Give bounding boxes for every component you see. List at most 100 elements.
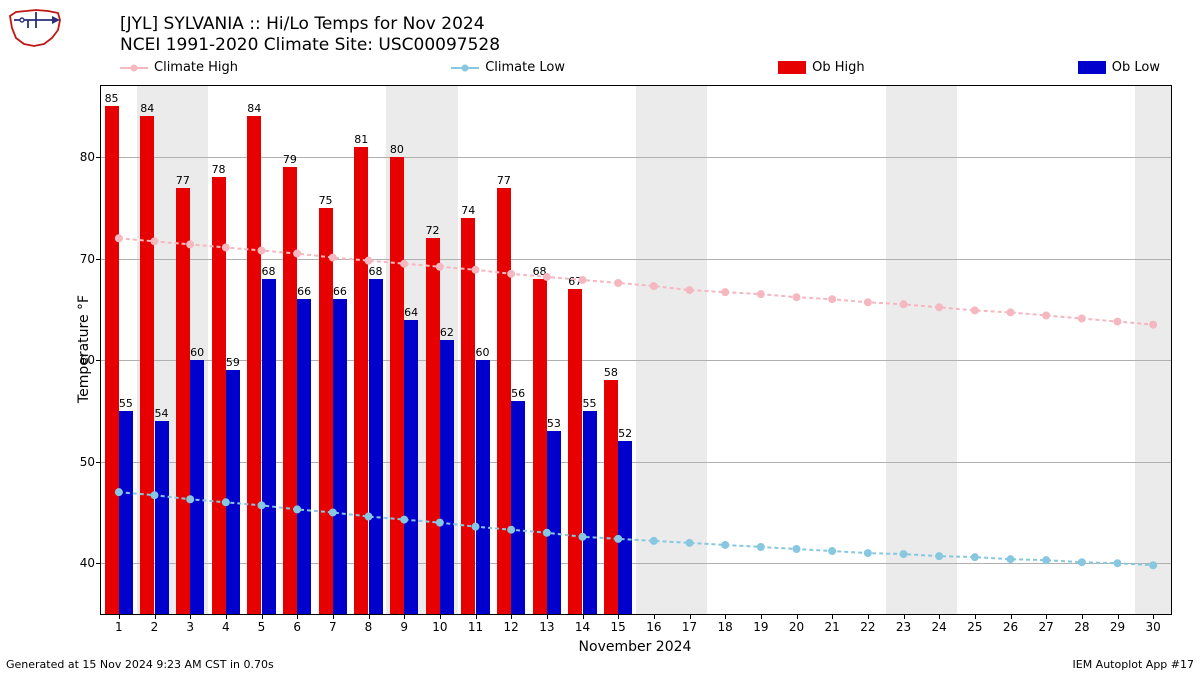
ob-low-bar	[333, 299, 347, 614]
ob-high-bar	[283, 167, 297, 614]
x-tick-label: 25	[967, 620, 982, 634]
ob-high-bar	[426, 238, 440, 614]
bar-value-label: 84	[140, 102, 154, 115]
ob-low-bar	[190, 360, 204, 614]
x-tick-label: 7	[329, 620, 337, 634]
ob-low-bar	[440, 340, 454, 614]
x-tick-label: 29	[1110, 620, 1125, 634]
x-tick-label: 24	[932, 620, 947, 634]
x-tick-label: 28	[1074, 620, 1089, 634]
bar-value-label: 68	[533, 265, 547, 278]
bar-value-label: 81	[354, 133, 368, 146]
weekend-band	[886, 86, 957, 614]
bar-value-label: 80	[390, 143, 404, 156]
y-gridline	[101, 157, 1171, 158]
x-tick-label: 20	[789, 620, 804, 634]
y-tick-label: 50	[80, 455, 95, 469]
climate-high-marker	[1007, 308, 1015, 316]
ob-low-bar	[119, 411, 133, 614]
bar-value-label: 66	[333, 285, 347, 298]
legend-label: Ob High	[812, 60, 865, 75]
legend: Climate High Climate Low Ob High Ob Low	[120, 60, 1160, 75]
climate-high-marker	[864, 298, 872, 306]
climate-high-marker	[828, 295, 836, 303]
bar-value-label: 56	[511, 387, 525, 400]
bar-value-label: 68	[369, 265, 383, 278]
y-axis-label: Temperature °F	[76, 295, 92, 403]
ob-low-bar	[262, 279, 276, 614]
climate-low-marker	[864, 549, 872, 557]
bar-value-label: 66	[297, 285, 311, 298]
legend-climate-low: Climate Low	[451, 60, 565, 75]
x-tick-label: 8	[365, 620, 373, 634]
ob-low-bar	[297, 299, 311, 614]
x-tick-label: 12	[504, 620, 519, 634]
bar-value-label: 54	[155, 407, 169, 420]
x-tick-label: 11	[468, 620, 483, 634]
bar-value-label: 55	[119, 397, 133, 410]
ob-high-bar	[176, 188, 190, 614]
x-tick-label: 9	[400, 620, 408, 634]
ob-high-bar	[533, 279, 547, 614]
climate-high-marker	[1042, 311, 1050, 319]
climate-high-marker	[1078, 315, 1086, 323]
iem-logo	[6, 6, 64, 52]
bar-value-label: 67	[568, 275, 582, 288]
y-tick-label: 80	[80, 150, 95, 164]
climate-high-marker	[1114, 318, 1122, 326]
bar-value-label: 64	[404, 306, 418, 319]
bar-value-label: 72	[426, 224, 440, 237]
legend-line-icon	[451, 67, 479, 69]
climate-low-marker	[971, 553, 979, 561]
ob-high-bar	[212, 177, 226, 614]
ob-high-bar	[390, 157, 404, 614]
bar-value-label: 55	[583, 397, 597, 410]
bar-value-label: 84	[247, 102, 261, 115]
x-tick-label: 18	[718, 620, 733, 634]
climate-low-marker	[721, 541, 729, 549]
bar-value-label: 60	[190, 346, 204, 359]
legend-swatch-icon	[1078, 61, 1106, 74]
x-tick-label: 10	[432, 620, 447, 634]
ob-low-bar	[511, 401, 525, 614]
ob-low-bar	[369, 279, 383, 614]
bar-value-label: 74	[461, 204, 475, 217]
footer-generated: Generated at 15 Nov 2024 9:23 AM CST in …	[6, 658, 274, 671]
ob-low-bar	[583, 411, 597, 614]
bar-value-label: 77	[176, 174, 190, 187]
climate-low-marker	[793, 545, 801, 553]
x-tick-label: 23	[896, 620, 911, 634]
x-tick-label: 4	[222, 620, 230, 634]
ob-low-bar	[404, 320, 418, 614]
bar-value-label: 68	[262, 265, 276, 278]
ob-high-bar	[140, 116, 154, 614]
chart-title: [JYL] SYLVANIA :: Hi/Lo Temps for Nov 20…	[120, 14, 500, 57]
legend-label: Ob Low	[1112, 60, 1160, 75]
bar-value-label: 52	[618, 427, 632, 440]
x-tick-label: 16	[646, 620, 661, 634]
x-tick-label: 2	[151, 620, 159, 634]
legend-ob-low: Ob Low	[1078, 60, 1160, 75]
x-tick-label: 19	[753, 620, 768, 634]
climate-low-marker	[1007, 555, 1015, 563]
bar-value-label: 62	[440, 326, 454, 339]
bar-value-label: 78	[212, 163, 226, 176]
x-tick-label: 27	[1039, 620, 1054, 634]
legend-label: Climate High	[154, 60, 238, 75]
climate-high-marker	[614, 279, 622, 287]
x-tick-label: 26	[1003, 620, 1018, 634]
ob-high-bar	[461, 218, 475, 614]
ob-low-bar	[618, 441, 632, 614]
y-tick-label: 70	[80, 252, 95, 266]
plot-area: 4050607080123456789101112131415161718192…	[100, 85, 1172, 615]
x-axis-label: November 2024	[100, 639, 1170, 655]
ob-low-bar	[547, 431, 561, 614]
x-tick-label: 6	[293, 620, 301, 634]
ob-high-bar	[247, 116, 261, 614]
climate-low-marker	[757, 543, 765, 551]
y-tick-label: 40	[80, 556, 95, 570]
bar-value-label: 75	[319, 194, 333, 207]
legend-ob-high: Ob High	[778, 60, 865, 75]
y-gridline	[101, 259, 1171, 260]
ob-high-bar	[568, 289, 582, 614]
